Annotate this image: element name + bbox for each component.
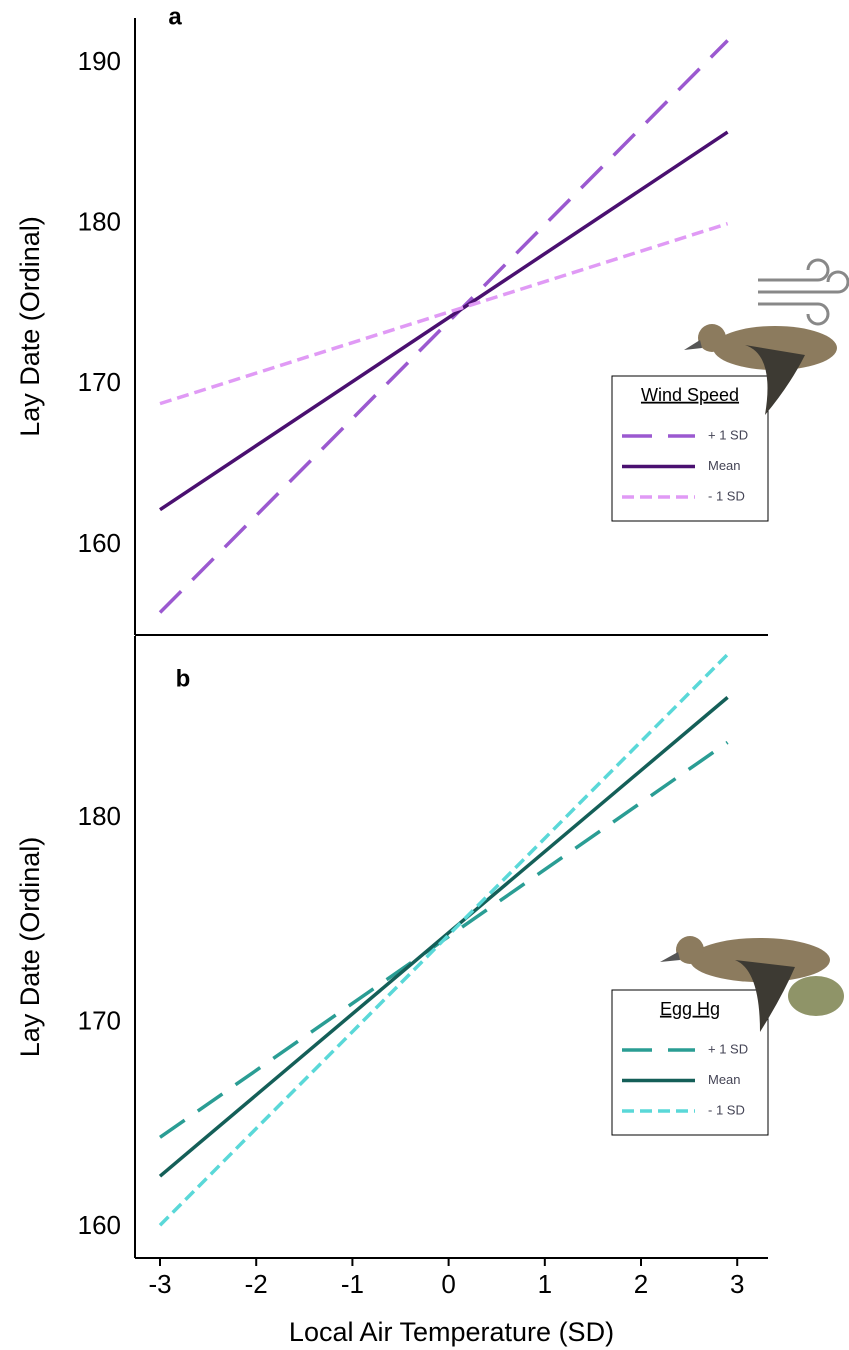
x-tick-label: -2 (245, 1269, 268, 1299)
y-tick-label: 170 (78, 367, 121, 397)
legend-label: - 1 SD (708, 488, 745, 503)
x-tick-label: 3 (730, 1269, 744, 1299)
legend: Egg Hg + 1 SD Mean - 1 SD (611, 989, 769, 1136)
series-line (159, 130, 729, 512)
legend: Wind Speed + 1 SD Mean - 1 SD (611, 375, 769, 522)
duck-illustration (684, 324, 837, 415)
legend-label: Mean (708, 458, 741, 473)
legend-label: - 1 SD (708, 1102, 745, 1117)
y-axis-label: Lay Date (Ordinal) (15, 216, 45, 437)
series-line (158, 39, 729, 614)
y-tick-label: 170 (78, 1006, 121, 1036)
panel-label: b (176, 665, 191, 692)
series-line (159, 221, 729, 406)
y-tick-label: 160 (78, 528, 121, 558)
legend-box (611, 375, 769, 522)
x-axis-label: Local Air Temperature (SD) (289, 1317, 614, 1347)
series-line (158, 696, 729, 1178)
y-tick-label: 180 (78, 207, 121, 237)
y-tick-label: 180 (78, 801, 121, 831)
series-line (158, 653, 729, 1227)
legend-title: Egg Hg (660, 999, 720, 1019)
y-axis-label: Lay Date (Ordinal) (15, 837, 45, 1058)
panel-label: a (168, 3, 182, 30)
egg-illustration (788, 976, 844, 1016)
legend-title: Wind Speed (641, 385, 739, 405)
x-tick-label: 2 (634, 1269, 648, 1299)
legend-label: + 1 SD (708, 1041, 748, 1056)
legend-label: Mean (708, 1072, 741, 1087)
x-tick-label: -3 (148, 1269, 171, 1299)
legend-box (611, 989, 769, 1136)
y-tick-label: 160 (78, 1210, 121, 1240)
x-tick-label: 1 (538, 1269, 552, 1299)
duck-illustration (660, 936, 844, 1032)
y-tick-label: 190 (78, 46, 121, 76)
wind-icon (758, 258, 849, 326)
x-tick-label: -1 (341, 1269, 364, 1299)
legend-label: + 1 SD (708, 427, 748, 442)
x-tick-label: 0 (441, 1269, 455, 1299)
